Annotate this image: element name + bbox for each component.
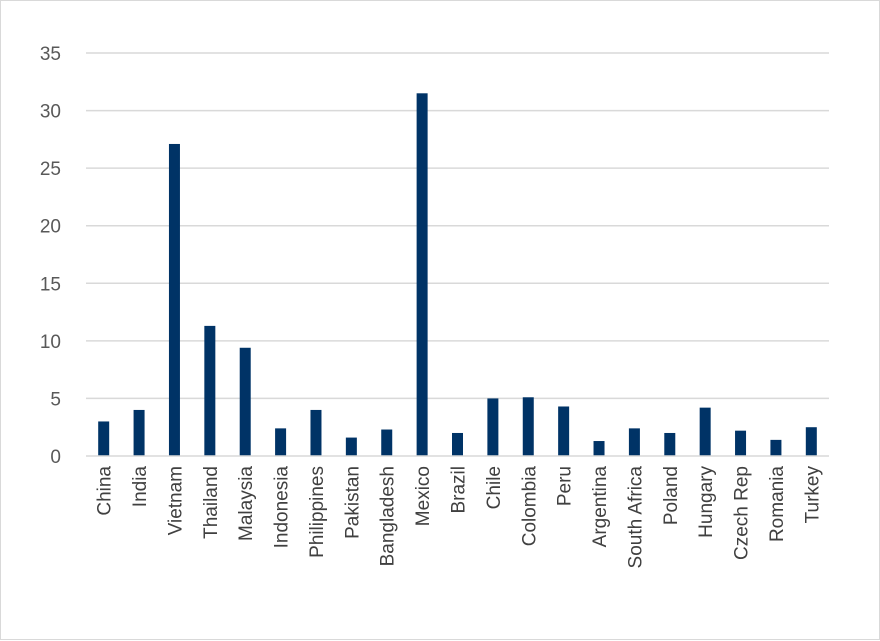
bar-argentina bbox=[593, 441, 605, 456]
x-category-label: Chile bbox=[484, 466, 505, 509]
x-category-label: Czech Rep bbox=[732, 466, 753, 560]
y-tick-label: 15 bbox=[40, 274, 61, 295]
y-axis-tick-labels: 0 5 10 15 20 25 30 35 bbox=[40, 44, 61, 468]
x-category-label: Pakistan bbox=[342, 466, 363, 539]
x-axis-category-labels: China India Vietnam Thailand Malaysia Indones… bbox=[95, 466, 824, 569]
x-category-label: China bbox=[95, 466, 116, 516]
bar-czech-rep bbox=[735, 430, 747, 456]
y-tick-label: 30 bbox=[40, 102, 61, 123]
bar-indonesia bbox=[275, 428, 287, 456]
x-category-label: Bangladesh bbox=[378, 466, 399, 566]
bar-china bbox=[98, 421, 110, 456]
bar-brazil bbox=[452, 432, 463, 456]
x-category-label: Brazil bbox=[449, 466, 470, 514]
x-category-label: Malaysia bbox=[236, 466, 257, 541]
bar-pakistan bbox=[345, 437, 357, 456]
x-category-label: Colombia bbox=[519, 466, 540, 547]
y-tick-label: 0 bbox=[50, 447, 61, 468]
x-category-label: South Africa bbox=[625, 466, 646, 569]
x-category-label: Mexico bbox=[413, 466, 434, 526]
bar-peru bbox=[558, 406, 570, 456]
bar-vietnam bbox=[168, 143, 180, 456]
bar-philippines bbox=[310, 409, 322, 456]
x-category-label: Argentina bbox=[590, 466, 611, 548]
bar-poland bbox=[664, 432, 676, 456]
x-category-label: Peru bbox=[555, 466, 576, 506]
y-tick-label: 20 bbox=[40, 217, 61, 238]
x-category-label: Romania bbox=[767, 466, 788, 542]
y-tick-label: 25 bbox=[40, 159, 61, 180]
x-category-label: India bbox=[130, 466, 151, 508]
bar-thailand bbox=[204, 325, 216, 456]
x-category-label: Hungary bbox=[696, 466, 717, 538]
gridlines bbox=[86, 52, 829, 400]
x-category-label: Thailand bbox=[201, 466, 222, 539]
x-category-label: Poland bbox=[661, 466, 682, 525]
bar-romania bbox=[770, 439, 782, 456]
bar-bangladesh bbox=[381, 429, 393, 456]
x-category-label: Vietnam bbox=[165, 466, 186, 535]
bar-malaysia bbox=[239, 347, 251, 456]
bars bbox=[98, 93, 817, 457]
y-tick-label: 5 bbox=[50, 389, 61, 410]
bar-turkey bbox=[805, 427, 817, 456]
bar-hungary bbox=[699, 407, 711, 456]
x-category-label: Indonesia bbox=[272, 466, 293, 549]
bar-chile bbox=[487, 398, 499, 456]
bar-south-africa bbox=[628, 428, 640, 456]
y-tick-label: 35 bbox=[40, 44, 61, 65]
bar-colombia bbox=[522, 397, 534, 456]
bar-india bbox=[133, 409, 145, 456]
x-category-label: Philippines bbox=[307, 466, 328, 558]
y-tick-label: 10 bbox=[40, 332, 61, 353]
bar-mexico bbox=[416, 93, 428, 457]
x-category-label: Turkey bbox=[802, 466, 823, 524]
